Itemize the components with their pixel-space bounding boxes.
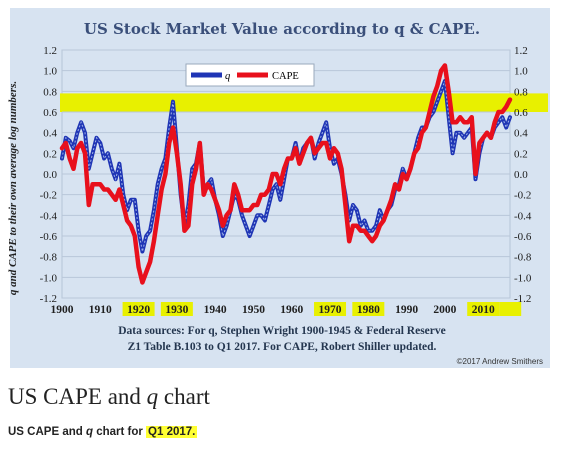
y-tick-label: 0.8 [43, 86, 57, 98]
page-subcaption: US CAPE and q chart for Q1 2017. [8, 426, 198, 438]
xtick-highlight [122, 302, 155, 316]
y-tick-label: -0.2 [40, 190, 57, 202]
y-tick-label: -1.0 [40, 272, 58, 284]
y-tick-label: -0.8 [40, 252, 58, 264]
x-tick-label: 1990 [395, 304, 418, 316]
xtick-highlight [352, 302, 385, 316]
series-lines [59, 63, 513, 285]
y-tick-label: 0.0 [43, 169, 57, 181]
y-tick-label-right: 0.4 [514, 128, 528, 140]
page-caption: US CAPE and q chart [8, 384, 210, 409]
x-tick-label: 1980 [357, 304, 380, 316]
y-tick-label: 1.0 [43, 66, 57, 78]
copyright: ©2017 Andrew Smithers [457, 357, 543, 366]
source-line-1: Data sources: For q, Stephen Wright 1900… [118, 325, 446, 337]
y-tick-label: -0.4 [40, 210, 58, 222]
source-line-2: Z1 Table B.103 to Q1 2017. For CAPE, Rob… [128, 341, 437, 353]
x-tick-label: 1950 [242, 304, 265, 316]
y-tick-label-right: 0.8 [514, 86, 528, 98]
x-tick-label: 2010 [472, 304, 495, 316]
y-tick-label: 0.2 [43, 148, 57, 160]
x-tick-label: 1930 [165, 304, 188, 316]
x-tick-label: 1900 [51, 304, 74, 316]
x-tick-label: 2000 [433, 304, 456, 316]
x-tick-label: 1910 [89, 304, 112, 316]
xtick-highlight [160, 302, 193, 316]
y-tick-label-right: -0.2 [514, 190, 531, 202]
series-line-cape [59, 63, 513, 285]
y-tick-label: 1.2 [43, 45, 57, 57]
xtick-highlight [314, 302, 347, 316]
y-tick-label-right: 1.0 [514, 66, 528, 78]
y-tick-label: 0.6 [43, 107, 57, 119]
y-tick-label-right: -0.6 [514, 231, 532, 243]
xtick-highlight [467, 302, 500, 316]
y-tick-label-right: 1.2 [514, 45, 528, 57]
y-tick-label-right: -0.4 [514, 210, 532, 222]
y-tick-label-right: -1.2 [514, 293, 531, 305]
chart-title: US Stock Market Value according to q & C… [84, 20, 480, 38]
x-axis: 1900 1910 1920 1930 1940 1950 1960 1970 1980 1990… [51, 304, 495, 316]
x-tick-label: 1960 [280, 304, 303, 316]
legend: q CAPE [185, 63, 315, 87]
legend-cape-label: CAPE [272, 71, 299, 82]
xtick-highlight-extension [499, 302, 522, 316]
y-axis-right: 1.2 1.0 0.8 0.6 0.4 0.2 0.0 -0.2 -0.4 -0.6 -0.8 -1.… [514, 45, 532, 305]
y-tick-label: -1.2 [40, 293, 57, 305]
x-tick-label: 1940 [204, 304, 227, 316]
y-tick-label-right: 0.2 [514, 148, 528, 160]
y-tick-label-right: 0.6 [514, 107, 528, 119]
y-tick-label: 0.4 [43, 128, 57, 140]
y-axis-label: q and CAPE to their own average log numb… [7, 81, 19, 295]
y-tick-label: -0.6 [40, 231, 58, 243]
y-axis-left: 1.2 1.0 0.8 0.6 0.4 0.2 0.0 -0.2 -0.4 -0.6 -0.8 -1.… [40, 45, 58, 305]
highlight-band [60, 93, 548, 112]
date-highlight: Q1 2017. [146, 426, 198, 438]
y-tick-label-right: 0.0 [514, 169, 528, 181]
x-tick-label: 1920 [127, 304, 150, 316]
y-tick-label-right: -0.8 [514, 252, 532, 264]
y-tick-label-right: -1.0 [514, 272, 532, 284]
xtick-highlights [122, 302, 522, 316]
x-tick-label: 1970 [319, 304, 342, 316]
chart: US Stock Market Value according to q & C… [7, 20, 548, 366]
legend-q-label: q [225, 71, 230, 82]
